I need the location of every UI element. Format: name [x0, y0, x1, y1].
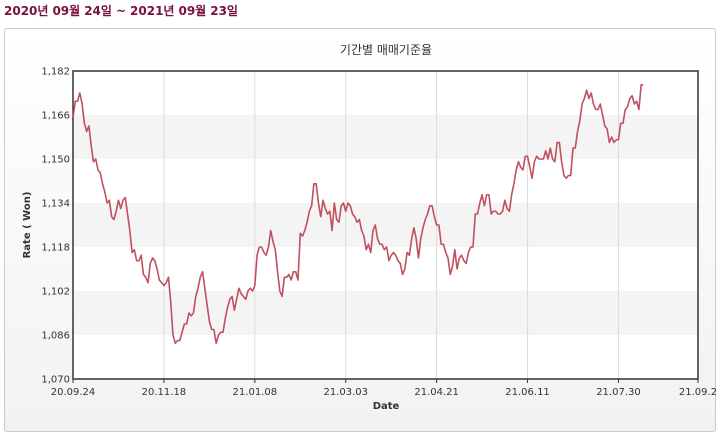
- y-tick-label: 1,150: [41, 155, 70, 166]
- plot-band: [73, 335, 698, 379]
- y-tick-label: 1,118: [41, 243, 70, 254]
- y-tick-label: 1,166: [41, 111, 70, 122]
- plot-band: [73, 159, 698, 203]
- y-tick-label: 1,102: [41, 287, 70, 298]
- start-year: 2020년: [4, 4, 49, 18]
- grid-layer: [73, 71, 698, 379]
- range-separator: ~: [115, 4, 127, 18]
- start-month: 09월: [52, 4, 81, 18]
- x-tick-label: 21.07.30: [596, 387, 641, 398]
- chart-title: 기간별 매매기준율: [340, 43, 432, 57]
- date-range-header: 2020년 09월 24일 ~2021년 09월 23일: [4, 2, 242, 20]
- x-tick-label: 21.01.08: [233, 387, 278, 398]
- y-tick-label: 1,070: [41, 375, 70, 386]
- x-tick-label: 21.09.2: [679, 387, 717, 398]
- end-year: 2021년: [130, 4, 175, 18]
- start-day: 24일: [84, 4, 112, 18]
- y-tick-label: 1,134: [41, 199, 70, 210]
- x-tick-label: 21.03.03: [323, 387, 368, 398]
- y-axis-label: Rate ( Won): [22, 192, 33, 259]
- plot-band: [73, 247, 698, 291]
- x-axis-label: Date: [373, 401, 400, 412]
- end-month: 09월: [178, 4, 207, 18]
- plot-band: [73, 291, 698, 335]
- x-tick-label: 21.04.21: [414, 387, 459, 398]
- plot-band: [73, 71, 698, 115]
- y-axis: 1,070 1,086 1,102 1,118 1,134 1,150 1,166 1,182: [41, 67, 70, 386]
- x-axis: 20.09.24 20.11.18 21.01.08 21.03.03 21.04.21…: [51, 379, 717, 398]
- x-tick-label: 20.09.24: [51, 387, 96, 398]
- x-tick-label: 20.11.18: [142, 387, 187, 398]
- plot-band: [73, 203, 698, 247]
- end-day: 23일: [210, 4, 238, 18]
- plot-band: [73, 115, 698, 159]
- plot-area: [72, 70, 699, 380]
- y-tick-label: 1,182: [41, 67, 70, 78]
- series-line: [72, 83, 644, 345]
- x-tick-label: 21.06.11: [505, 387, 550, 398]
- y-tick-label: 1,086: [41, 331, 70, 342]
